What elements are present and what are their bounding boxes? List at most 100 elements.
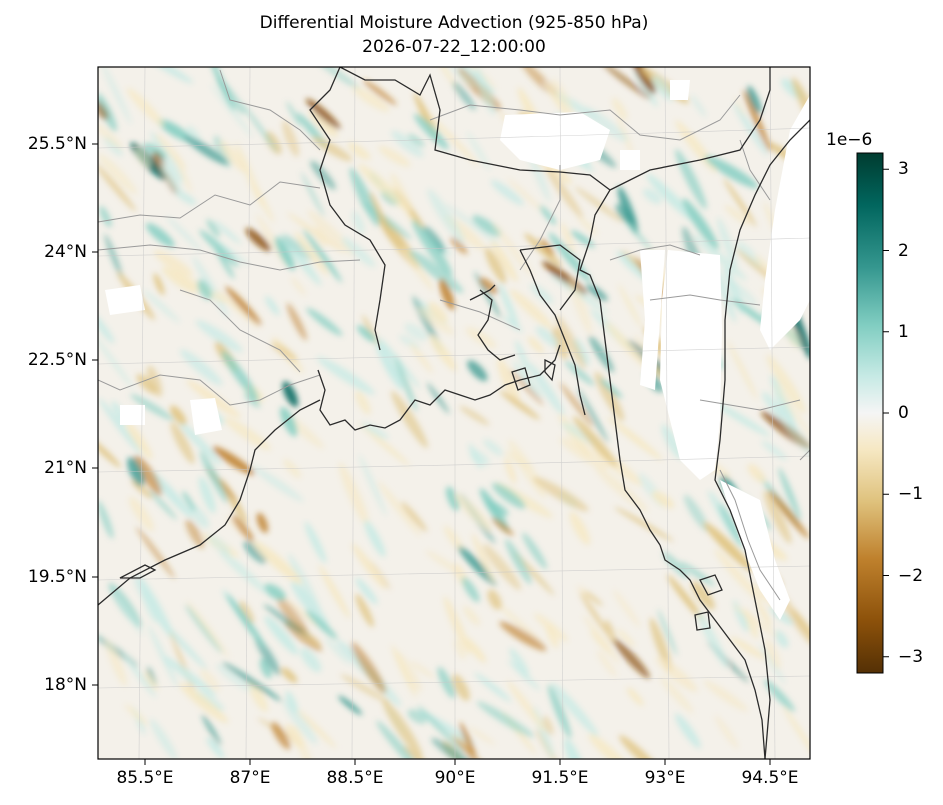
field-streak [498, 282, 520, 330]
field-streak [286, 101, 302, 127]
field-streak [431, 737, 484, 759]
field-streak [429, 335, 457, 372]
field-streak [285, 691, 298, 714]
field-streak [170, 405, 187, 426]
field-streak [340, 674, 390, 704]
field-streak [316, 356, 375, 395]
field-streak [265, 296, 280, 316]
field-streak [544, 81, 568, 117]
field-streak [220, 140, 247, 173]
field-streak [398, 334, 420, 350]
field-streak [619, 735, 662, 759]
field-streak [479, 488, 510, 533]
field-streak [125, 421, 153, 460]
field-streak [175, 190, 197, 206]
field-streak [718, 503, 743, 546]
field-streak [492, 222, 533, 277]
field-streak [407, 133, 425, 147]
field-streak [652, 491, 675, 509]
field-streak [358, 164, 412, 213]
map-panel [98, 67, 810, 759]
field-streak [382, 699, 423, 758]
field-streak [404, 323, 428, 341]
field-streak [98, 99, 109, 120]
field-streak [126, 87, 165, 127]
field-streak [552, 326, 568, 360]
field-streak [338, 462, 370, 528]
field-streak [179, 683, 229, 724]
field-streak [195, 320, 243, 353]
field-streak [655, 656, 698, 693]
field-streak [282, 699, 318, 745]
field-streak [613, 638, 650, 679]
field-streak [137, 576, 174, 639]
field-streak [215, 246, 235, 279]
field-streak [507, 680, 547, 732]
field-streak [468, 443, 483, 469]
field-streak [588, 733, 630, 759]
field-streak [613, 589, 641, 628]
field-streak [307, 210, 355, 256]
field-streak [98, 398, 142, 455]
field-streak [455, 738, 492, 759]
field-streak [704, 155, 759, 189]
field-streak [391, 644, 417, 698]
field-streak [208, 67, 235, 112]
colorbar-tick-label: −3 [898, 646, 924, 667]
field-streak [402, 745, 430, 759]
field-streak [580, 592, 609, 635]
field-streak [276, 596, 309, 636]
field-streak [691, 581, 715, 610]
field-streak [471, 533, 496, 584]
field-streak [667, 574, 704, 622]
field-streak [153, 273, 165, 296]
field-streak [509, 648, 530, 676]
lon-tick-label: 88.5°E [326, 768, 384, 788]
field-streak [108, 582, 142, 628]
lon-tick-label: 94.5°E [741, 768, 799, 788]
field-streak [507, 659, 541, 691]
field-streak [128, 496, 155, 532]
map-tick-marks [92, 143, 771, 765]
field-streak [542, 715, 554, 736]
field-streak [413, 113, 449, 150]
field-streak [509, 369, 544, 405]
field-streak [300, 648, 322, 673]
field-streak [461, 577, 480, 603]
field-streak [732, 604, 779, 638]
lat-tick-label: 19.5°N [27, 567, 87, 587]
field-streak [143, 671, 159, 691]
lon-tick-label: 91.5°E [531, 768, 589, 788]
field-streak [464, 637, 487, 663]
field-streak [281, 667, 298, 683]
field-streak [690, 94, 707, 118]
field-streak [288, 553, 321, 612]
field-streak [569, 511, 591, 546]
field-streak [270, 342, 298, 361]
field-streak [734, 96, 747, 118]
field-streak [508, 439, 547, 499]
field-streak [136, 526, 176, 579]
field-streak [577, 388, 609, 443]
field-streak [422, 225, 446, 253]
field-streak [287, 212, 345, 253]
field-streak [306, 307, 343, 336]
field-streak [394, 356, 418, 412]
field-streak [527, 336, 544, 354]
field-streak [483, 439, 503, 456]
field-streak [274, 236, 295, 271]
field-streak [564, 360, 595, 386]
field-streak [157, 119, 193, 142]
field-streak [474, 271, 502, 319]
field-streak [484, 247, 507, 284]
field-streak [452, 81, 476, 110]
field-streak [490, 239, 518, 282]
field-streak [182, 491, 196, 512]
field-streak [221, 350, 259, 401]
field-streak [355, 593, 374, 628]
field-streak [362, 202, 412, 240]
field-streak [445, 203, 499, 245]
field-streak [649, 617, 672, 672]
field-streak [616, 628, 636, 647]
field-streak [697, 611, 728, 669]
